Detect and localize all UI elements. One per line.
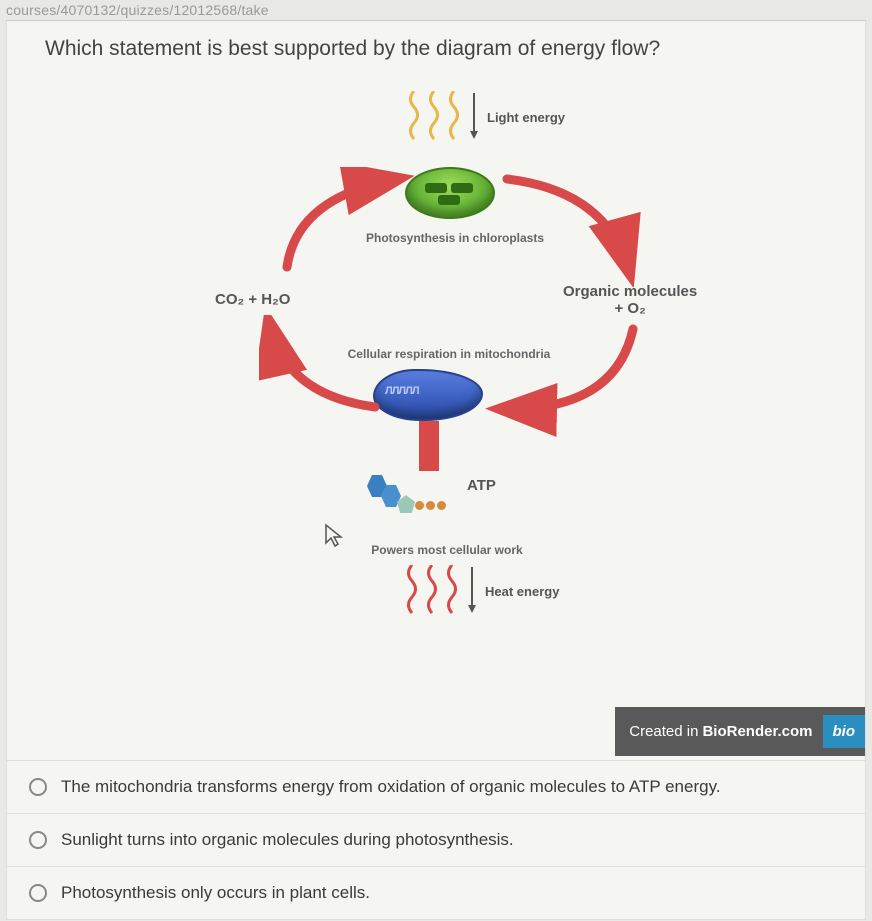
- co2-h2o-label: CO₂ + H₂O: [215, 291, 290, 309]
- answer-text: Sunlight turns into organic molecules du…: [61, 830, 514, 850]
- arrow-organic-to-mito: [485, 323, 645, 443]
- arrow-mito-to-co2: [259, 315, 399, 435]
- radio-icon[interactable]: [29, 778, 47, 796]
- answer-text: Photosynthesis only occurs in plant cell…: [61, 883, 370, 903]
- question-card: Which statement is best supported by the…: [6, 20, 866, 920]
- answer-list: The mitochondria transforms energy from …: [7, 760, 865, 919]
- answer-text: The mitochondria transforms energy from …: [61, 777, 721, 797]
- answer-option[interactable]: Photosynthesis only occurs in plant cell…: [7, 867, 865, 919]
- atp-molecule-icon: [367, 471, 457, 517]
- atp-label: ATP: [467, 477, 496, 494]
- radio-icon[interactable]: [29, 884, 47, 902]
- heat-energy-group: Heat energy: [405, 565, 559, 617]
- powers-label: Powers most cellular work: [347, 543, 547, 557]
- cursor-icon: [323, 523, 345, 554]
- atp-group: ATP: [367, 471, 496, 517]
- question-text: Which statement is best supported by the…: [7, 21, 865, 71]
- answer-option[interactable]: The mitochondria transforms energy from …: [7, 761, 865, 814]
- down-arrow-icon: [467, 565, 477, 617]
- down-arrow-icon: [469, 91, 479, 143]
- organic-molecules-label: Organic molecules + O₂: [563, 283, 697, 317]
- heat-waves-icon: [405, 565, 459, 617]
- answer-option[interactable]: Sunlight turns into organic molecules du…: [7, 814, 865, 867]
- url-path: courses/4070132/quizzes/12012568/take: [0, 0, 872, 20]
- light-waves-icon: [407, 91, 461, 143]
- radio-icon[interactable]: [29, 831, 47, 849]
- heat-energy-label: Heat energy: [485, 584, 559, 599]
- biorender-name: BioRender.com: [702, 723, 812, 740]
- arrow-chloroplast-to-organic: [497, 167, 647, 287]
- biorender-tag: bio: [823, 715, 866, 748]
- biorender-badge: Created in BioRender.com bio: [615, 707, 865, 756]
- light-energy-group: Light energy: [407, 91, 565, 143]
- arrow-mito-to-atp: [419, 421, 439, 471]
- biorender-prefix: Created in: [629, 723, 698, 740]
- arrow-co2-to-chloroplast: [277, 167, 417, 277]
- chloroplast-icon: [405, 167, 495, 219]
- energy-flow-diagram: Light energy Photosynthesis in chloropla…: [7, 71, 865, 731]
- light-energy-label: Light energy: [487, 110, 565, 125]
